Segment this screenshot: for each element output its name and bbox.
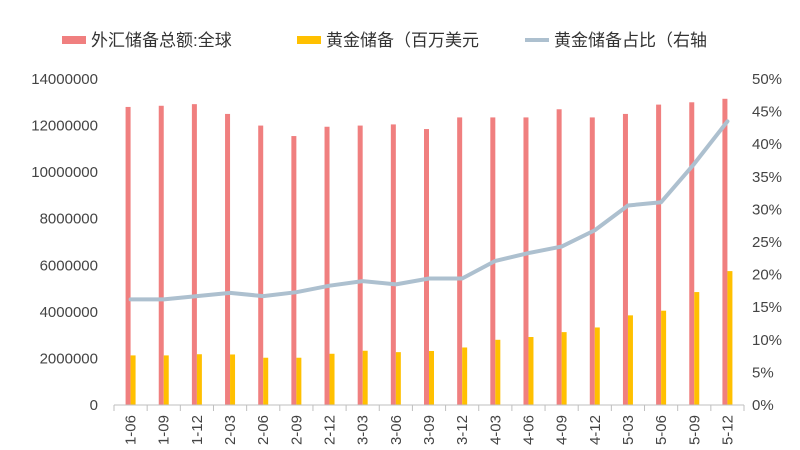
left-tick-label-0: 0 — [90, 397, 98, 414]
bar-0-0 — [125, 106, 131, 405]
right-tick-label-8: 40% — [752, 136, 782, 153]
bar-0-18 — [722, 98, 728, 405]
bar-0-6 — [324, 126, 330, 406]
legend-swatch-1 — [297, 36, 321, 44]
right-tick-label-2: 10% — [752, 332, 782, 349]
bar-0-4 — [258, 125, 264, 405]
right-tick-label-7: 35% — [752, 169, 782, 186]
bar-0-13 — [556, 109, 562, 406]
x-tick-label-4: 2-06 — [255, 415, 272, 445]
left-tick-label-5: 10000000 — [31, 164, 98, 181]
x-tick-label-9: 3-09 — [421, 415, 438, 445]
legend-label-0: 外汇储备总额:全球 — [91, 31, 232, 50]
bar-0-2 — [191, 104, 197, 406]
bar-0-8 — [390, 124, 396, 405]
bar-1-6 — [329, 353, 335, 405]
bar-1-14 — [594, 327, 600, 405]
x-tick-label-17: 5-09 — [686, 415, 703, 445]
bar-1-8 — [395, 352, 401, 405]
bar-0-14 — [589, 117, 595, 406]
bar-1-1 — [163, 355, 169, 405]
legend-swatch-0 — [62, 36, 86, 44]
left-y-axis: 0 2000000 4000000 6000000 8000000 10000000 120… — [31, 71, 98, 414]
bar-1-10 — [462, 347, 468, 405]
bar-1-11 — [495, 339, 501, 405]
legend: 外汇储备总额:全球 黄金储备（百万美元 黄金储备占比（右轴 — [62, 31, 707, 50]
bar-0-7 — [357, 125, 363, 405]
bar-1-17 — [694, 292, 700, 405]
x-tick-label-16: 5-06 — [653, 415, 670, 445]
x-tick-label-11: 4-03 — [487, 415, 504, 445]
legend-label-2: 黄金储备占比（右轴 — [554, 31, 707, 50]
bar-1-2 — [196, 354, 202, 405]
left-tick-label-6: 12000000 — [31, 118, 98, 135]
line-series — [128, 119, 730, 302]
bar-0-3 — [225, 113, 231, 406]
left-tick-label-4: 8000000 — [40, 211, 98, 228]
right-tick-label-9: 45% — [752, 104, 782, 121]
bar-1-7 — [362, 350, 368, 405]
bar-1-16 — [661, 310, 667, 405]
legend-label-1: 黄金储备（百万美元 — [326, 31, 479, 50]
right-tick-label-10: 50% — [752, 71, 782, 88]
x-tick-label-7: 3-03 — [355, 415, 372, 445]
bar-series — [125, 98, 733, 406]
x-tick-label-14: 4-12 — [587, 415, 604, 445]
right-tick-label-0: 0% — [752, 397, 774, 414]
x-tick-label-10: 3-12 — [454, 415, 471, 445]
right-y-axis: 0% 5% 10% 15% 20% 25% 30% 35% 40% 45% 50% — [752, 71, 782, 414]
right-tick-label-5: 25% — [752, 234, 782, 251]
x-tick-label-18: 5-12 — [719, 415, 736, 445]
bar-0-16 — [656, 104, 662, 406]
bar-0-1 — [158, 105, 164, 405]
bar-1-12 — [528, 337, 534, 405]
x-tick-label-5: 2-09 — [288, 415, 305, 445]
x-tick-label-3: 2-03 — [222, 415, 239, 445]
right-tick-label-1: 5% — [752, 364, 774, 381]
x-tick-label-0: 1-06 — [123, 415, 140, 445]
bar-0-12 — [523, 117, 529, 406]
right-tick-label-4: 20% — [752, 267, 782, 284]
bar-1-13 — [561, 332, 567, 405]
right-tick-label-3: 15% — [752, 299, 782, 316]
bar-1-3 — [230, 354, 236, 405]
x-tick-label-13: 4-09 — [554, 415, 571, 445]
bar-1-9 — [429, 350, 434, 405]
x-tick-label-1: 1-09 — [156, 415, 173, 445]
left-tick-label-2: 4000000 — [40, 304, 98, 321]
left-tick-label-7: 14000000 — [31, 71, 98, 88]
left-tick-label-1: 2000000 — [40, 350, 98, 367]
left-tick-label-3: 6000000 — [40, 257, 98, 274]
bar-1-4 — [263, 357, 269, 405]
x-tick-label-2: 1-12 — [189, 415, 206, 445]
x-tick-label-6: 2-12 — [322, 415, 339, 445]
bar-0-5 — [291, 136, 297, 406]
x-axis: 1-06 1-09 1-12 2-03 2-06 2-09 2-12 3-03 3-06 3-09… — [113, 404, 745, 445]
x-tick-label-15: 5-03 — [620, 415, 637, 445]
bar-0-15 — [622, 113, 628, 406]
x-tick-label-8: 3-06 — [388, 415, 405, 445]
x-tick-label-12: 4-06 — [520, 415, 537, 445]
bar-1-5 — [296, 357, 302, 405]
bar-1-18 — [727, 271, 733, 405]
bar-1-15 — [627, 315, 633, 405]
bar-0-10 — [457, 117, 463, 406]
bar-1-0 — [130, 355, 136, 405]
bar-0-17 — [689, 102, 695, 405]
right-tick-label-6: 30% — [752, 201, 782, 218]
bar-0-9 — [424, 129, 429, 405]
